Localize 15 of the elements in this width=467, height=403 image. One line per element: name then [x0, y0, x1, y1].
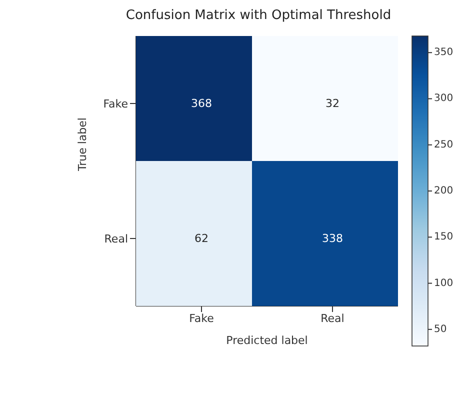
y-axis-title: True label	[76, 118, 89, 172]
color-scale: 50 100 150 200 250 300 350	[408, 28, 458, 388]
color-bar-label: 250	[434, 139, 454, 150]
color-bar-label: 350	[434, 47, 454, 58]
color-bar-label: 50	[434, 324, 447, 335]
color-bar-label: 100	[434, 278, 454, 289]
data-label: 32	[326, 97, 340, 110]
x-axis-title: Predicted label	[226, 334, 308, 347]
data-label: 62	[194, 232, 208, 245]
color-bar-label: 200	[434, 186, 454, 196]
data-label: 338	[322, 232, 343, 245]
chart-title: Confusion Matrix with Optimal Threshold	[124, 8, 392, 25]
color-bar-label: 300	[434, 93, 454, 104]
data-label: 368	[191, 97, 212, 110]
color-bar-label: 150	[434, 232, 454, 243]
